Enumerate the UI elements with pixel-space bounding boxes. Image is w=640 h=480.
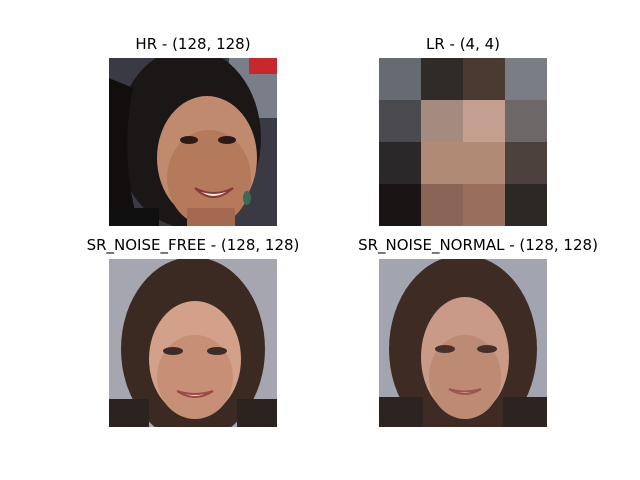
lr-pixel-13 (421, 184, 463, 226)
lr-pixel-3 (505, 58, 547, 100)
lr-pixel-1 (421, 58, 463, 100)
sr-noise-free-panel-title: SR_NOISE_FREE - (128, 128) (86, 236, 300, 254)
lr-pixel-11 (505, 142, 547, 184)
lr-pixel-0 (379, 58, 421, 100)
sr-noise-normal-panel-title: SR_NOISE_NORMAL - (128, 128) (358, 236, 598, 254)
lr-pixel-5 (421, 100, 463, 142)
lr-pixel-7 (505, 100, 547, 142)
lr-pixel-14 (463, 184, 505, 226)
lr-pixel-2 (463, 58, 505, 100)
lr-face-image (379, 58, 547, 226)
lr-pixel-9 (421, 142, 463, 184)
lr-pixel-6 (463, 100, 505, 142)
lr-pixel-4 (379, 100, 421, 142)
sr-noise-free-face-image (109, 259, 277, 427)
lr-pixel-8 (379, 142, 421, 184)
hr-panel-title: HR - (128, 128) (135, 35, 251, 53)
sr-noise-normal-face-image (379, 259, 547, 427)
lr-panel-title: LR - (4, 4) (425, 35, 501, 53)
lr-pixel-15 (505, 184, 547, 226)
lr-pixel-10 (463, 142, 505, 184)
hr-face-image (109, 58, 277, 226)
lr-pixel-12 (379, 184, 421, 226)
